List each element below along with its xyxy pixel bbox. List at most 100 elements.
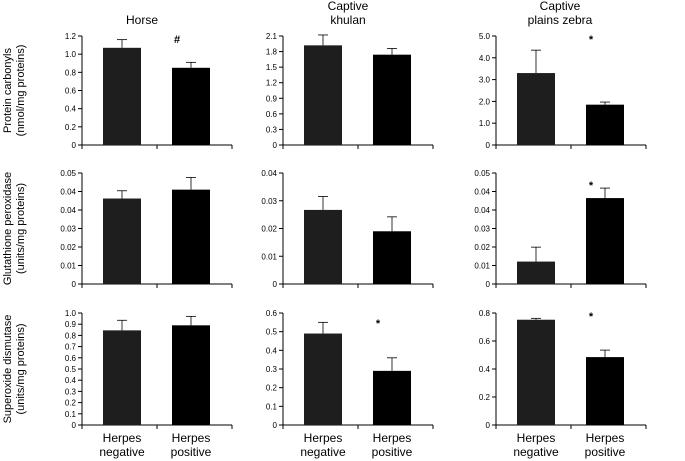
- panel-r0-c0-y-tick-label-3: 0.6: [65, 87, 77, 96]
- panel-r1-c1-bar-herpes-positive: [373, 231, 411, 284]
- panel-r2-c0-y-tick-label-5: 0.5: [65, 365, 77, 374]
- x-category-col0-0-line-1: negative: [99, 445, 145, 459]
- panel-r2-c1-y-tick-label-3: 0.3: [266, 365, 278, 374]
- panel-r1-c0-y-tick-label-6: 0.05: [60, 169, 76, 178]
- panel-r1-c2-y-tick-label-5: 0.04: [474, 188, 490, 197]
- x-category-col2-0-line-0: Herpes: [517, 431, 556, 445]
- panel-r2-c2-bar-herpes-positive: [586, 357, 624, 425]
- row-ylabel-1-line-0: Glutathione peroxidase: [2, 172, 14, 285]
- panel-r2-c1-significance-mark: *: [376, 318, 381, 330]
- panel-r2-c1-y-tick-label-0: 0: [273, 421, 278, 430]
- panel-r2-c2-y-tick-label-1: 0.2: [479, 393, 491, 402]
- panel-r2-c0-y-tick-label-0: 0: [72, 421, 77, 430]
- row-ylabel-2-line-0: Superoxide dismutase: [2, 315, 14, 424]
- panel-r2-c0-bar-herpes-negative: [103, 330, 141, 425]
- panel-r0-c0-significance-mark: #: [174, 34, 180, 46]
- panel-r2-c1-y-tick-label-4: 0.4: [266, 346, 278, 355]
- panel-r0-c1-y-tick-label-3: 0.9: [266, 94, 278, 103]
- panel-r1-c2-bar-herpes-negative: [517, 261, 555, 284]
- x-category-col0-0-line-0: Herpes: [103, 431, 142, 445]
- panel-r0-c2-bar-herpes-negative: [517, 73, 555, 145]
- panel-r1-c2-y-tick-label-3: 0.03: [474, 225, 490, 234]
- panel-r0-c1-y-tick-label-6: 1.8: [266, 48, 278, 57]
- panel-r2-c2-y-tick-label-0: 0: [486, 421, 491, 430]
- column-title-2-line-1: plains zebra: [528, 13, 593, 27]
- x-category-col0-1-line-1: positive: [171, 445, 212, 459]
- panel-r2-c2-y-tick-label-3: 0.6: [479, 337, 491, 346]
- panel-r2-c0-y-tick-label-2: 0.2: [65, 399, 77, 408]
- panel-r0-c1-y-tick-label-5: 1.5: [266, 63, 278, 72]
- row-ylabel-0-line-0: Protein carbonyls: [2, 48, 14, 133]
- x-category-col2-0-line-1: negative: [513, 445, 559, 459]
- x-category-col1-1-line-1: positive: [372, 445, 413, 459]
- panel-r0-c1-y-tick-label-0: 0: [273, 141, 278, 150]
- panel-r1-c1-bar-herpes-negative: [304, 209, 342, 284]
- panel-r2-c0-y-tick-label-3: 0.3: [65, 387, 77, 396]
- panel-r1-c0-y-tick-label-3: 0.03: [60, 225, 76, 234]
- panel-r0-c1-y-tick-label-1: 0.3: [266, 125, 278, 134]
- panel-r2-c1-bar-herpes-negative: [304, 333, 342, 425]
- panel-r2-c0-y-tick-label-4: 0.4: [65, 376, 77, 385]
- panel-r0-c1-y-tick-label-2: 0.6: [266, 110, 278, 119]
- panel-r0-c0-y-tick-label-5: 1.0: [65, 50, 77, 59]
- panel-r0-c2-y-tick-label-2: 2.0: [479, 97, 491, 106]
- panel-r2-c1-y-tick-label-1: 0.1: [266, 402, 278, 411]
- panel-r2-c0-y-tick-label-9: 0.9: [65, 320, 77, 329]
- panel-r2-c1-bar-herpes-positive: [373, 370, 411, 425]
- panel-r0-c1-bar-herpes-negative: [304, 45, 342, 145]
- panel-r1-c0-y-tick-label-4: 0.04: [60, 206, 76, 215]
- panel-r2-c2-bar-herpes-negative: [517, 319, 555, 425]
- panel-r0-c0-y-tick-label-6: 1.2: [65, 32, 77, 41]
- x-category-col2-1-line-1: positive: [585, 445, 626, 459]
- panel-r1-c1-y-tick-label-4: 0.04: [261, 169, 277, 178]
- panel-r1-c0-y-tick-label-5: 0.04: [60, 188, 76, 197]
- panel-r0-c2-significance-mark: *: [589, 34, 594, 46]
- column-title-0-line-0: Horse: [126, 13, 158, 27]
- panel-r2-c0-y-tick-label-10: 1.0: [65, 309, 77, 318]
- panel-r1-c1-y-tick-label-3: 0.03: [261, 197, 277, 206]
- panel-r2-c1-y-tick-label-6: 0.6: [266, 309, 278, 318]
- panel-r0-c0-y-tick-label-4: 0.8: [65, 68, 77, 77]
- row-ylabel-2-line-1: (units/mg proteins): [15, 323, 27, 414]
- panel-r0-c2-y-tick-label-4: 4.0: [479, 54, 491, 63]
- panel-r2-c2-y-tick-label-4: 0.8: [479, 309, 491, 318]
- panel-r2-c0-y-tick-label-7: 0.7: [65, 343, 77, 352]
- panel-r0-c0-bar-herpes-negative: [103, 47, 141, 145]
- panel-r2-c0-y-tick-label-8: 0.8: [65, 331, 77, 340]
- panel-r0-c1-y-tick-label-4: 1.2: [266, 79, 278, 88]
- panel-r1-c2-bar-herpes-positive: [586, 198, 624, 284]
- panel-r0-c1-y-tick-label-7: 2.1: [266, 32, 278, 41]
- panel-r1-c1-y-tick-label-2: 0.02: [261, 225, 277, 234]
- panel-r1-c0-bar-herpes-negative: [103, 198, 141, 284]
- panel-r1-c2-y-tick-label-0: 0: [486, 280, 491, 289]
- panel-r1-c0-y-tick-label-1: 0.01: [60, 262, 76, 271]
- panel-r0-c0-y-tick-label-1: 0.2: [65, 123, 77, 132]
- panel-r1-c0-y-tick-label-0: 0: [72, 280, 77, 289]
- panel-r1-c2-y-tick-label-6: 0.05: [474, 169, 490, 178]
- panel-r0-c0-y-tick-label-2: 0.4: [65, 105, 77, 114]
- panel-r1-c2-y-tick-label-4: 0.04: [474, 206, 490, 215]
- x-category-col1-0-line-0: Herpes: [304, 431, 343, 445]
- panel-r1-c1-y-tick-label-1: 0.01: [261, 252, 277, 261]
- x-category-col1-0-line-1: negative: [300, 445, 346, 459]
- panel-r2-c2-y-tick-label-2: 0.4: [479, 365, 491, 374]
- panel-r0-c2-y-tick-label-3: 3.0: [479, 76, 491, 85]
- panel-r1-c1-y-tick-label-0: 0: [273, 280, 278, 289]
- panel-r2-c0-bar-herpes-positive: [172, 325, 210, 425]
- panel-r1-c2-y-tick-label-1: 0.01: [474, 262, 490, 271]
- x-category-col1-1-line-0: Herpes: [373, 431, 412, 445]
- panel-r0-c2-y-tick-label-1: 1.0: [479, 119, 491, 128]
- column-title-1-line-0: Captive: [328, 0, 369, 13]
- column-title-1-line-1: khulan: [330, 13, 365, 27]
- panel-r2-c2-significance-mark: *: [589, 311, 594, 323]
- panel-r0-c2-bar-herpes-positive: [586, 104, 624, 145]
- row-ylabel-0-line-1: (nmol/mg proteins): [15, 45, 27, 137]
- panel-r1-c0-bar-herpes-positive: [172, 189, 210, 284]
- panel-r0-c1-bar-herpes-positive: [373, 54, 411, 145]
- x-category-col2-1-line-0: Herpes: [586, 431, 625, 445]
- panel-r1-c2-significance-mark: *: [589, 180, 594, 192]
- panel-r0-c0-y-tick-label-0: 0: [72, 141, 77, 150]
- panel-r1-c0-y-tick-label-2: 0.02: [60, 243, 76, 252]
- panel-r0-c0-bar-herpes-positive: [172, 67, 210, 145]
- panel-r0-c2-y-tick-label-5: 5.0: [479, 32, 491, 41]
